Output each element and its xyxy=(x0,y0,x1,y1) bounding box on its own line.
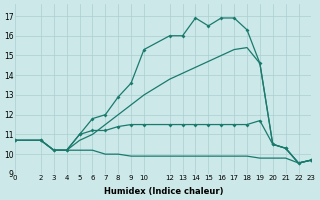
X-axis label: Humidex (Indice chaleur): Humidex (Indice chaleur) xyxy=(104,187,223,196)
